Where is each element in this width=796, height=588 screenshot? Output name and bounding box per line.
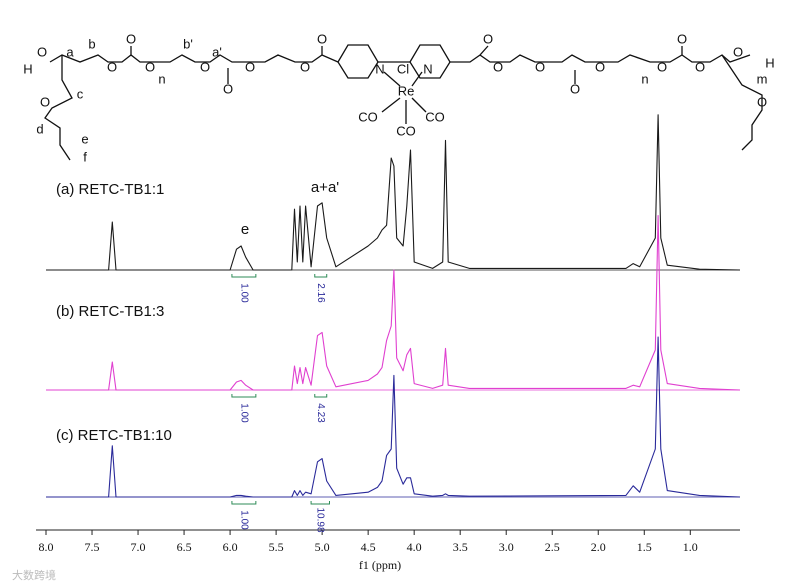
structure-label: O	[40, 94, 50, 109]
structure-label: CO	[358, 109, 378, 124]
structure-label: N	[375, 61, 384, 76]
bond	[411, 71, 423, 87]
integral-bracket	[231, 394, 257, 398]
bond	[381, 97, 401, 113]
peak-annotation: e	[241, 221, 249, 238]
x-tick-label: 5.5	[269, 540, 284, 554]
x-tick-label: 3.5	[453, 540, 468, 554]
backbone-right	[450, 45, 751, 63]
x-tick-label: 1.0	[683, 540, 698, 554]
integral-label: 1.00	[238, 403, 249, 423]
structure-label: O	[223, 81, 233, 96]
structure-label: O	[595, 59, 605, 74]
x-tick-label: 4.0	[407, 540, 422, 554]
integral-bracket	[310, 501, 330, 505]
structure-label: O	[300, 59, 310, 74]
structure-label: O	[200, 59, 210, 74]
x-tick-label: 2.5	[545, 540, 560, 554]
x-tick-label: 3.0	[499, 540, 514, 554]
series-label: (c) RETC-TB1:10	[56, 427, 172, 444]
bond	[383, 71, 401, 87]
allyl-left	[44, 55, 73, 161]
structure-label: Re	[398, 83, 415, 98]
spectrum-line	[46, 114, 741, 271]
integral-bracket	[231, 501, 257, 505]
bond	[411, 97, 427, 113]
x-tick-label: 6.5	[177, 540, 192, 554]
x-tick-label: 2.0	[591, 540, 606, 554]
structure-label: O	[107, 59, 117, 74]
spectrum-line	[46, 215, 741, 391]
structure-label: N	[423, 61, 432, 76]
structure-label: e	[81, 131, 88, 146]
structure-label: O	[145, 59, 155, 74]
x-tick-label: 8.0	[39, 540, 54, 554]
x-tick-label: 6.0	[223, 540, 238, 554]
series-label: (a) RETC-TB1:1	[56, 181, 164, 198]
x-tick-label: 7.5	[85, 540, 100, 554]
integral-bracket	[314, 274, 328, 278]
structure-label: b'	[183, 36, 193, 51]
integral-label: 2.16	[315, 283, 326, 303]
integral-bracket	[231, 274, 257, 278]
structure-label: O	[570, 81, 580, 96]
x-tick-label: 4.5	[361, 540, 376, 554]
structure-label: H	[765, 55, 774, 70]
structure-label: m	[757, 71, 768, 86]
structure-label: CO	[396, 123, 416, 138]
x-tick-label: 5.0	[315, 540, 330, 554]
structure-label: b	[88, 36, 95, 51]
structure-label: O	[733, 44, 743, 59]
structure-label: O	[37, 44, 47, 59]
structure-label: a'	[212, 44, 222, 59]
structure-label: CO	[425, 109, 445, 124]
integral-label: 10.98	[315, 507, 326, 532]
structure-label: O	[535, 59, 545, 74]
structure-label: n	[158, 71, 165, 86]
structure: H O a b O O O n b' a' O O O O O N Cl Re …	[23, 31, 774, 164]
structure-label: O	[483, 31, 493, 46]
structure-label: a	[66, 44, 74, 59]
integral-label: 4.23	[315, 403, 326, 423]
spectrum-line	[46, 336, 741, 498]
integral-label: 1.00	[238, 510, 249, 530]
x-tick-label: 1.5	[637, 540, 652, 554]
structure-label: c	[77, 86, 84, 101]
x-axis-title: f1 (ppm)	[359, 558, 401, 572]
structure-label: O	[757, 94, 767, 109]
backbone-left	[49, 54, 339, 63]
structure-label: d	[36, 121, 43, 136]
structure-label: f	[83, 149, 87, 164]
structure-label: H	[23, 61, 32, 76]
watermark: 大数跨境	[12, 568, 56, 582]
structure-label: O	[657, 59, 667, 74]
structure-label: O	[126, 31, 136, 46]
integral-label: 1.00	[238, 283, 249, 303]
structure-label: O	[245, 59, 255, 74]
structure-label: Cl	[397, 61, 409, 76]
series-label: (b) RETC-TB1:3	[56, 303, 164, 320]
pyridine-left	[337, 44, 379, 79]
integral-bracket	[314, 394, 328, 398]
allyl-right	[721, 54, 763, 151]
structure-label: O	[317, 31, 327, 46]
x-tick-label: 7.0	[131, 540, 146, 554]
structure-label: O	[493, 59, 503, 74]
structure-label: n	[641, 71, 648, 86]
peak-annotation: a+a'	[311, 179, 339, 196]
structure-label: O	[677, 31, 687, 46]
structure-label: O	[695, 59, 705, 74]
